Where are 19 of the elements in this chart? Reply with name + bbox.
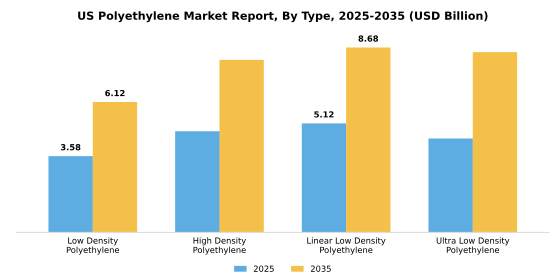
x-tick-label: High Density Polyethylene (194, 237, 246, 255)
data-label: 6.12 (105, 90, 125, 96)
legend-label: 2025 (254, 266, 274, 272)
bar (472, 52, 518, 232)
chart-title: US Polyethylene Market Report, By Type, 2025-2035 (USD Billion) (78, 11, 488, 22)
x-tick-label: Ultra Low Density Polyethylene (436, 237, 510, 255)
x-tick-label: Linear Low Density Polyethylene (307, 237, 386, 255)
bar (219, 60, 264, 232)
bar (428, 138, 473, 232)
legend-label: 2035 (310, 266, 331, 272)
bar (175, 131, 220, 232)
bar (302, 123, 346, 232)
data-label: 5.12 (314, 111, 334, 118)
bar (92, 102, 138, 232)
x-tick-label: Low Density Polyethylene (66, 237, 120, 255)
data-label: 3.58 (60, 144, 80, 150)
bar (48, 156, 93, 232)
bar (346, 47, 390, 232)
data-label: 8.68 (358, 35, 378, 42)
